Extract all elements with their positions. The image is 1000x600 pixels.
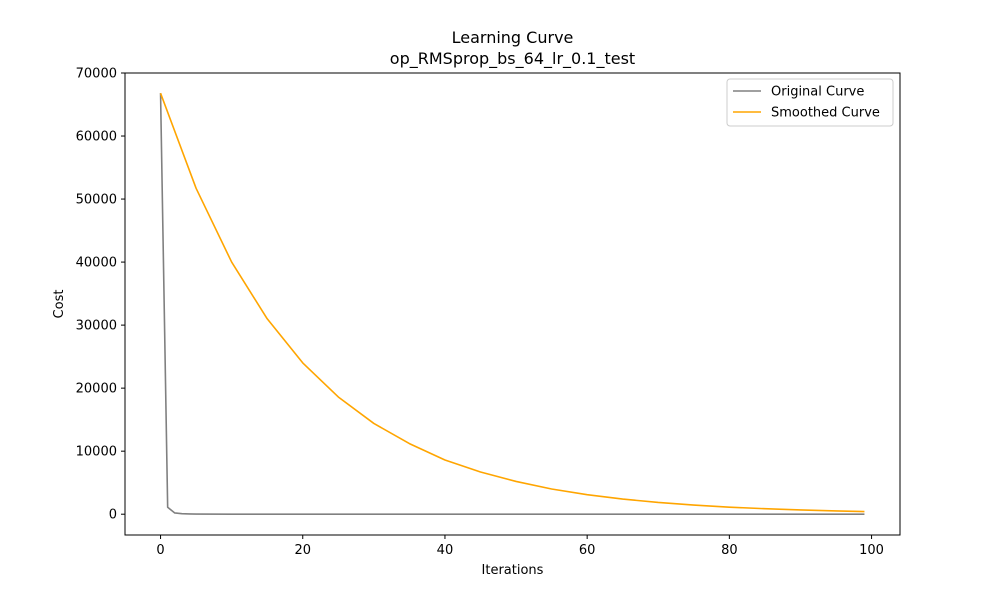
chart-title: Learning Curve [452, 28, 574, 47]
plot-frame [124, 72, 901, 536]
y-axis-ticks: 0 10000 20000 30000 40000 50000 60000 70000 [76, 67, 125, 523]
series-line-1 [159, 92, 865, 513]
chart-subtitle: op_RMSprop_bs_64_lr_0.1_test [390, 49, 635, 69]
y-tick-label: 60000 [76, 130, 117, 145]
series-line-0 [159, 93, 865, 515]
legend-box [726, 78, 894, 127]
legend-label: Original Curve [771, 85, 864, 100]
y-tick-label: 0 [109, 508, 117, 523]
plot-area [124, 72, 901, 536]
y-tick-label: 40000 [76, 256, 117, 271]
y-tick-label: 70000 [76, 67, 117, 82]
y-tick-label: 10000 [76, 445, 117, 460]
y-axis-label: Cost [52, 290, 67, 319]
legend: Original Curve Smoothed Curve [726, 78, 894, 127]
y-tick-label: 30000 [76, 319, 117, 334]
y-tick-label: 50000 [76, 193, 117, 208]
x-tick-label: 20 [294, 543, 311, 558]
legend-label: Smoothed Curve [771, 106, 880, 121]
x-tick-label: 40 [437, 543, 454, 558]
x-tick-label: 60 [579, 543, 596, 558]
x-axis-ticks: 0 20 40 60 80 100 [156, 535, 884, 558]
x-tick-label: 100 [859, 543, 884, 558]
series-lines [159, 92, 865, 515]
y-tick-label: 20000 [76, 382, 117, 397]
x-tick-label: 80 [721, 543, 738, 558]
x-axis-label: Iterations [482, 563, 544, 578]
x-tick-label: 0 [156, 543, 164, 558]
